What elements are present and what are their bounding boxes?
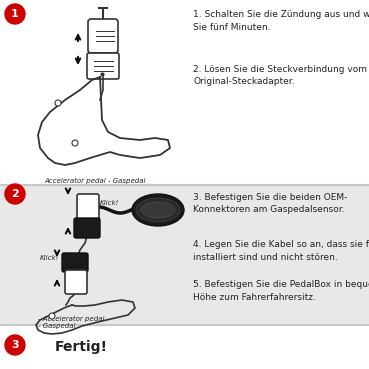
Text: 1. Schalten Sie die Zündung aus und warten
Sie fünf Minuten.: 1. Schalten Sie die Zündung aus und wart… xyxy=(193,10,369,31)
FancyBboxPatch shape xyxy=(88,19,118,53)
FancyBboxPatch shape xyxy=(62,253,88,272)
Text: 2: 2 xyxy=(11,189,19,199)
Text: Fertig!: Fertig! xyxy=(55,340,108,354)
Circle shape xyxy=(5,4,25,24)
Circle shape xyxy=(5,335,25,355)
Bar xyxy=(0,325,369,369)
Text: 4. Legen Sie die Kabel so an, dass sie fest
installiert sind und nicht stören.: 4. Legen Sie die Kabel so an, dass sie f… xyxy=(193,240,369,262)
Circle shape xyxy=(5,184,25,204)
Ellipse shape xyxy=(132,194,184,226)
FancyBboxPatch shape xyxy=(77,194,99,220)
Text: 2. Lösen Sie die Steckverbindung vom
Original-Steckadapter.: 2. Lösen Sie die Steckverbindung vom Ori… xyxy=(193,65,367,86)
Bar xyxy=(0,185,369,325)
Text: 1: 1 xyxy=(11,9,19,19)
Text: Klick!: Klick! xyxy=(100,200,119,206)
Circle shape xyxy=(55,100,61,106)
Circle shape xyxy=(49,313,55,319)
Bar xyxy=(0,0,369,185)
Ellipse shape xyxy=(136,198,180,222)
Text: 5. Befestigen Sie die PedalBox in bequemer
Höhe zum Fahrerfahrersitz.: 5. Befestigen Sie die PedalBox in bequem… xyxy=(193,280,369,301)
Text: 3: 3 xyxy=(11,340,19,350)
Text: 3. Befestigen Sie die beiden OEM-
Konnektoren am Gaspedalsensor.: 3. Befestigen Sie die beiden OEM- Konnek… xyxy=(193,193,347,214)
Text: - Accelerator pedal
- Gaspedal: - Accelerator pedal - Gaspedal xyxy=(38,316,104,329)
FancyBboxPatch shape xyxy=(74,218,100,238)
FancyBboxPatch shape xyxy=(65,270,87,294)
Text: Klick!: Klick! xyxy=(40,255,59,261)
Ellipse shape xyxy=(141,202,175,218)
Text: Accelerator pedal - Gaspedal: Accelerator pedal - Gaspedal xyxy=(44,178,146,184)
Circle shape xyxy=(72,140,78,146)
FancyBboxPatch shape xyxy=(87,53,119,79)
